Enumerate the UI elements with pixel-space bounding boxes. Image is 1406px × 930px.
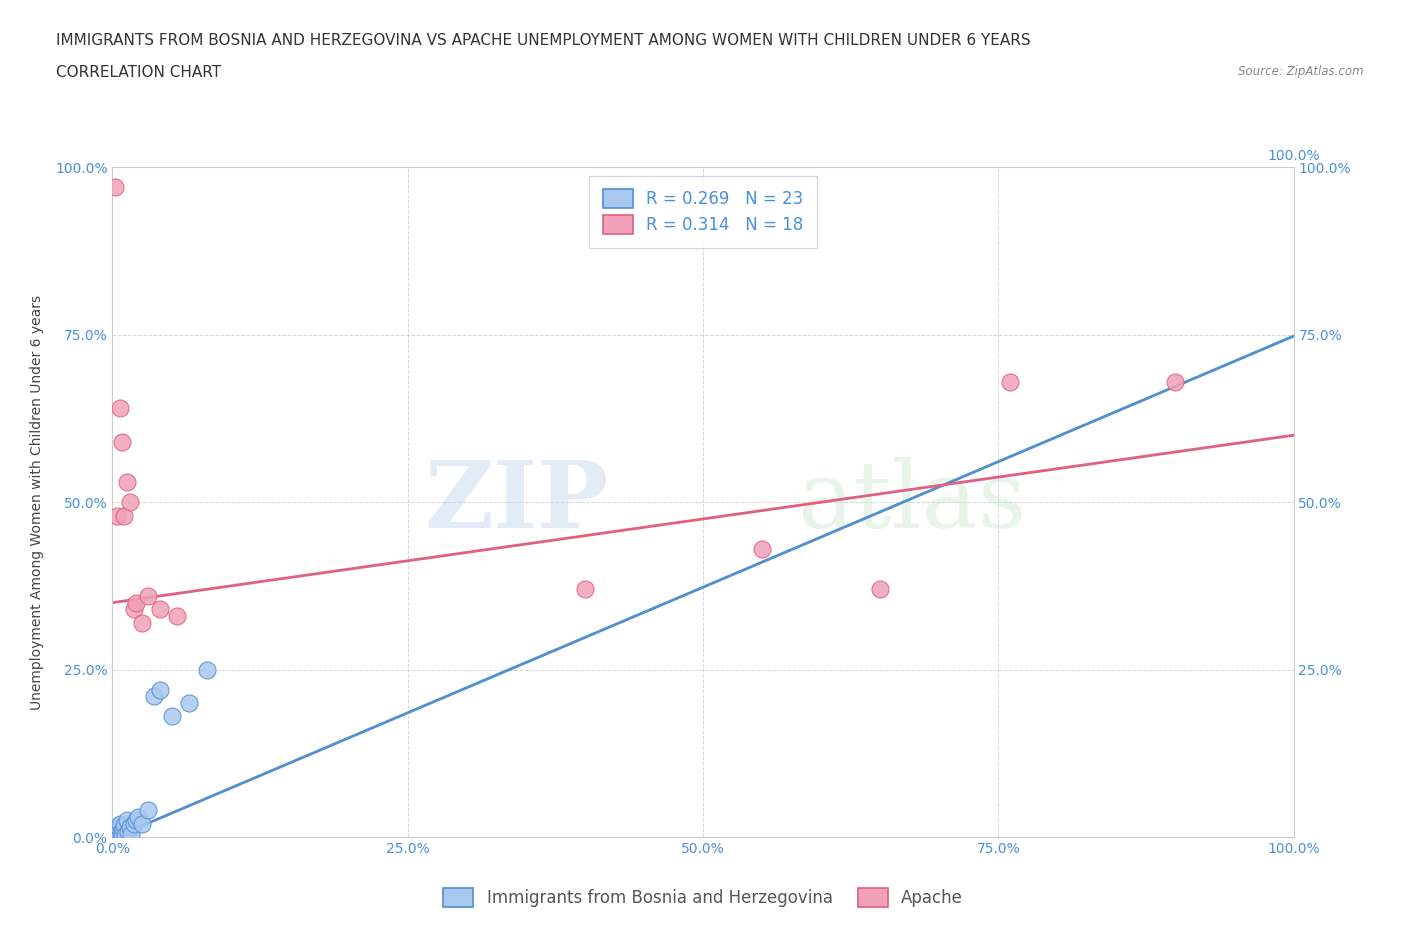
Point bbox=[107, 819, 129, 834]
Text: IMMIGRANTS FROM BOSNIA AND HERZEGOVINA VS APACHE UNEMPLOYMENT AMONG WOMEN WITH C: IMMIGRANTS FROM BOSNIA AND HERZEGOVINA V… bbox=[56, 33, 1031, 47]
Point bbox=[131, 616, 153, 631]
Point bbox=[111, 826, 134, 841]
Point bbox=[1164, 374, 1187, 389]
Point bbox=[108, 401, 131, 416]
Point bbox=[112, 508, 135, 523]
Point bbox=[127, 809, 149, 824]
Point bbox=[115, 474, 138, 489]
Text: CORRELATION CHART: CORRELATION CHART bbox=[56, 65, 221, 80]
Point bbox=[105, 508, 128, 523]
Text: atlas: atlas bbox=[797, 458, 1026, 547]
Point bbox=[117, 824, 139, 839]
Point bbox=[120, 819, 142, 834]
Point bbox=[166, 608, 188, 623]
Point bbox=[114, 828, 136, 843]
Point bbox=[120, 826, 142, 841]
Point bbox=[110, 824, 132, 839]
Point bbox=[998, 374, 1021, 389]
Point bbox=[115, 813, 138, 828]
Point bbox=[112, 817, 135, 832]
Point bbox=[869, 582, 891, 597]
Point bbox=[751, 541, 773, 556]
Point bbox=[111, 434, 134, 449]
Point bbox=[149, 602, 172, 617]
Point bbox=[104, 180, 127, 195]
Point bbox=[120, 495, 142, 510]
Point bbox=[142, 689, 165, 704]
Point bbox=[136, 803, 159, 817]
Legend: Immigrants from Bosnia and Herzegovina, Apache: Immigrants from Bosnia and Herzegovina, … bbox=[434, 880, 972, 916]
Point bbox=[160, 709, 183, 724]
Point bbox=[149, 683, 172, 698]
Point bbox=[125, 813, 148, 828]
Point bbox=[195, 662, 218, 677]
Y-axis label: Unemployment Among Women with Children Under 6 years: Unemployment Among Women with Children U… bbox=[30, 295, 44, 710]
Point bbox=[125, 595, 148, 610]
Point bbox=[122, 602, 145, 617]
Text: ZIP: ZIP bbox=[425, 458, 609, 547]
Point bbox=[179, 696, 201, 711]
Point bbox=[574, 582, 596, 597]
Point bbox=[112, 821, 135, 836]
Text: Source: ZipAtlas.com: Source: ZipAtlas.com bbox=[1239, 65, 1364, 78]
Point bbox=[122, 817, 145, 831]
Point bbox=[105, 826, 128, 841]
Point bbox=[131, 817, 153, 831]
Point bbox=[136, 589, 159, 604]
Point bbox=[108, 817, 131, 831]
Point bbox=[105, 823, 128, 838]
